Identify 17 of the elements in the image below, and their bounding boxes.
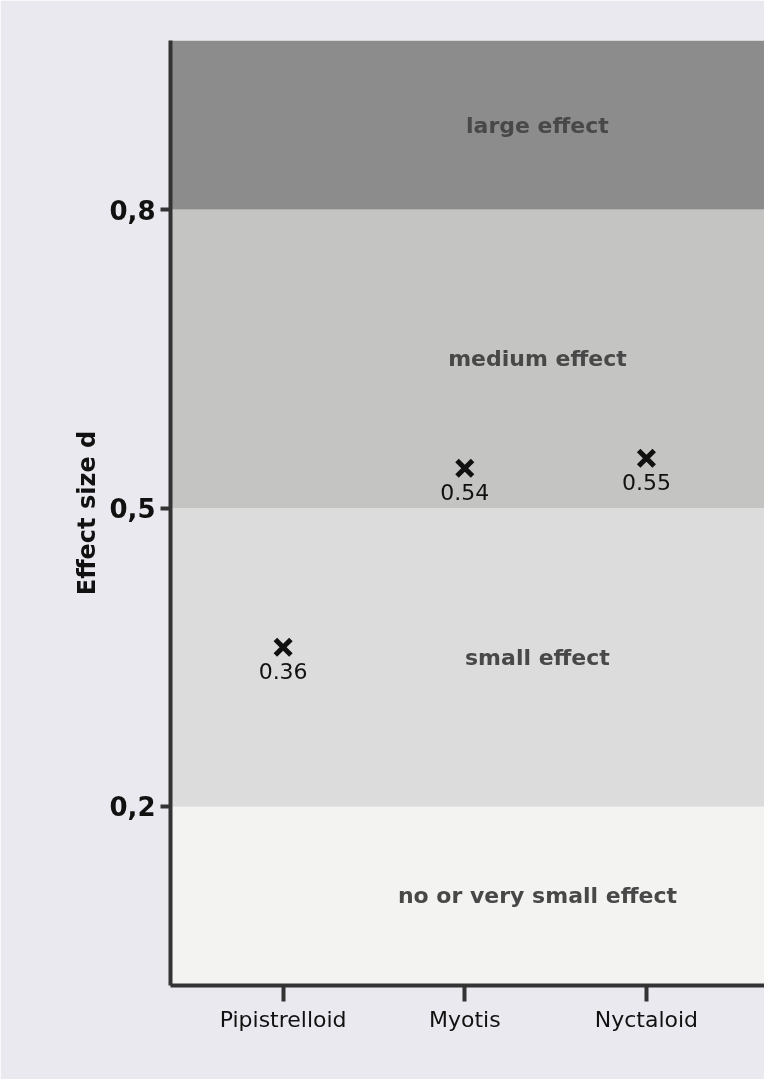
band-label: medium effect [448,346,628,372]
band-label: large effect [466,112,610,138]
x-tick-label: Pipistrelloid [219,1006,347,1032]
data-label: 0.54 [440,480,490,506]
point [636,448,657,469]
y-tick-label: 0,5 [109,494,156,525]
band-label: small effect [465,644,611,670]
y-tick-label: 0,8 [109,195,156,226]
data-label: 0.36 [258,659,308,685]
point [272,637,294,658]
point [454,457,476,479]
y-tick-label: 0,2 [109,792,156,823]
band-label: no or very small effect [397,883,678,909]
x-tick-label: Nyctaloid [594,1006,699,1032]
x-tick-label: Myotis [428,1006,501,1032]
y-axis-title: Effect size d [73,430,102,596]
data-label: 0.55 [621,470,671,496]
